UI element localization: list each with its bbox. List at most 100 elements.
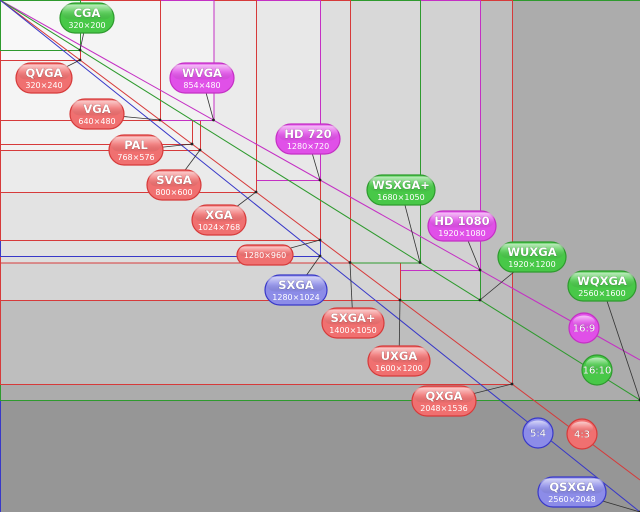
resolution-name: QVGA	[25, 66, 62, 80]
corner-dot-uxga	[398, 298, 402, 302]
resolution-size: 2560×2048	[548, 495, 595, 504]
ratio-label: 16:9	[573, 324, 595, 335]
corner-dot-r1280x960	[318, 238, 322, 242]
pill-gloss	[570, 272, 634, 288]
resolution-size: 1920×1200	[508, 260, 555, 269]
corner-dot-qxga	[510, 382, 514, 386]
resolution-name: WUXGA	[507, 245, 556, 259]
aspect-ratio-badge-r5x4: 5:4	[522, 417, 554, 449]
corner-dot-pal	[190, 142, 194, 146]
resolution-label-wsxgaplus: WSXGA+1680×1050	[366, 174, 436, 206]
resolution-name: WQXGA	[577, 274, 627, 288]
corner-dot-wvga	[212, 118, 215, 122]
resolution-size: 1680×1050	[377, 193, 424, 202]
resolution-size: 854×480	[183, 81, 220, 90]
aspect-ratio-badge-r4x3: 4:3	[566, 418, 598, 450]
resolution-label-sxgaplus: SXGA+1400×1050	[321, 307, 385, 339]
pill-gloss	[172, 64, 232, 80]
pill-gloss	[149, 171, 199, 187]
resolution-name: VGA	[83, 102, 110, 116]
aspect-ratio-badge-r16x10: 16:10	[581, 354, 613, 386]
resolution-size: 1400×1050	[329, 326, 376, 335]
pill-gloss	[370, 347, 428, 363]
pill-gloss	[540, 478, 604, 494]
pill-gloss	[111, 136, 161, 152]
corner-dot-sxga	[318, 254, 322, 258]
corner-dot-hd1080	[478, 268, 482, 272]
corner-dot-svga	[198, 148, 202, 152]
resolution-size: 1280×960	[244, 251, 286, 260]
resolution-name: WVGA	[182, 66, 222, 80]
corner-dot-hd720	[318, 178, 322, 182]
resolution-name: UXGA	[381, 349, 418, 363]
resolution-size: 1600×1200	[375, 364, 422, 373]
ratio-label: 5:4	[530, 429, 546, 440]
corner-dot-xga	[254, 190, 258, 194]
resolution-name: XGA	[205, 208, 232, 222]
resolution-size: 1280×720	[287, 142, 329, 151]
resolution-size: 2560×1600	[578, 289, 625, 298]
resolution-name: CGA	[74, 6, 101, 20]
ratio-gloss	[586, 357, 608, 371]
diagonal-r16x10	[0, 0, 640, 401]
pill-gloss	[62, 4, 112, 20]
resolution-size: 320×200	[68, 21, 105, 30]
corner-dot-cga	[78, 48, 82, 52]
resolution-name: HD 720	[284, 127, 331, 141]
resolution-size: 320×240	[25, 81, 62, 90]
pill-gloss	[18, 64, 70, 80]
ratio-gloss	[571, 421, 593, 435]
pill-gloss	[194, 206, 244, 222]
resolution-name: HD 1080	[434, 214, 489, 228]
corner-dot-sxgaplus	[348, 261, 352, 264]
resolution-name: WSXGA+	[372, 178, 430, 192]
resolution-name: SXGA	[278, 278, 314, 292]
pill-gloss	[324, 309, 382, 325]
pill-gloss	[430, 212, 494, 228]
corner-dot-qvga	[78, 58, 82, 62]
resolution-size: 800×600	[155, 188, 192, 197]
leader-line-wqxga	[601, 285, 640, 401]
pill-gloss	[267, 276, 325, 292]
pill-gloss	[72, 100, 122, 116]
corner-dot-wsxgaplus	[418, 261, 422, 264]
corner-dot-wuxga	[478, 298, 482, 302]
ratio-gloss	[527, 420, 549, 434]
corner-dot-vga	[158, 118, 162, 122]
resolution-name: SXGA+	[330, 311, 375, 325]
resolution-name: PAL	[124, 138, 148, 152]
resolution-size: 640×480	[78, 117, 115, 126]
resolution-label-r1280x960: 1280×960	[236, 244, 294, 266]
aspect-ratio-badge-r16x9: 16:9	[568, 312, 600, 344]
ratio-label: 16:10	[583, 366, 612, 377]
pill-gloss	[500, 243, 564, 259]
pill-gloss	[369, 176, 433, 192]
resolution-size: 768×576	[117, 153, 154, 162]
pill-gloss	[414, 387, 474, 403]
resolution-name: QXGA	[426, 389, 463, 403]
resolution-name: QSXGA	[549, 480, 594, 494]
ratio-gloss	[573, 315, 595, 329]
resolution-name: SVGA	[156, 173, 192, 187]
resolution-size: 1920×1080	[438, 229, 485, 238]
pill-gloss	[239, 246, 291, 257]
resolution-size: 1024×768	[198, 223, 240, 232]
resolution-size: 1280×1024	[272, 293, 319, 302]
